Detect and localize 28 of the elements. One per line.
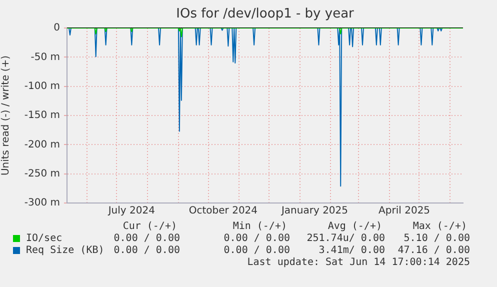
text: 0.00 / 0.00 <box>224 233 290 244</box>
text: 0.00 / 0.00 <box>114 233 180 244</box>
y-axis-title: Units read (-) / write (+) <box>0 55 12 176</box>
text: 47.16 / 0.00 <box>398 245 470 256</box>
y-tick-label: -100 m <box>24 80 60 92</box>
y-tick-label: -300 m <box>24 198 60 209</box>
x-tick-label: January 2025 <box>280 206 348 217</box>
chart-title: IOs for /dev/loop1 - by year <box>176 6 355 22</box>
text: 3.41m/ 0.00 <box>318 245 385 256</box>
y-tick-label: -200 m <box>24 139 60 150</box>
text: 251.74u/ 0.00 <box>306 233 385 244</box>
y-tick-label: 0 <box>54 22 60 34</box>
text: 5.10 / 0.00 <box>404 233 470 244</box>
legend-label: IO/sec <box>26 233 62 244</box>
x-tick-label: April 2025 <box>378 206 430 217</box>
text: Min (-/+) <box>232 221 287 232</box>
x-tick-label: October 2024 <box>188 206 258 217</box>
text: Cur (-/+) <box>122 221 177 232</box>
legend-label: Req Size (KB) <box>26 245 104 256</box>
y-tick-label: -250 m <box>24 168 60 180</box>
y-tick-label: -150 m <box>24 110 60 122</box>
text: Avg (-/+) <box>328 221 382 232</box>
text: Last update: Sat Jun 14 17:00:14 2025 <box>247 257 470 268</box>
text: 0.00 / 0.00 <box>224 245 290 256</box>
text: 0.00 / 0.00 <box>114 245 180 256</box>
x-tick-label: July 2024 <box>107 206 155 217</box>
y-tick-label: -50 m <box>30 52 60 63</box>
text: Max (-/+) <box>412 221 467 232</box>
